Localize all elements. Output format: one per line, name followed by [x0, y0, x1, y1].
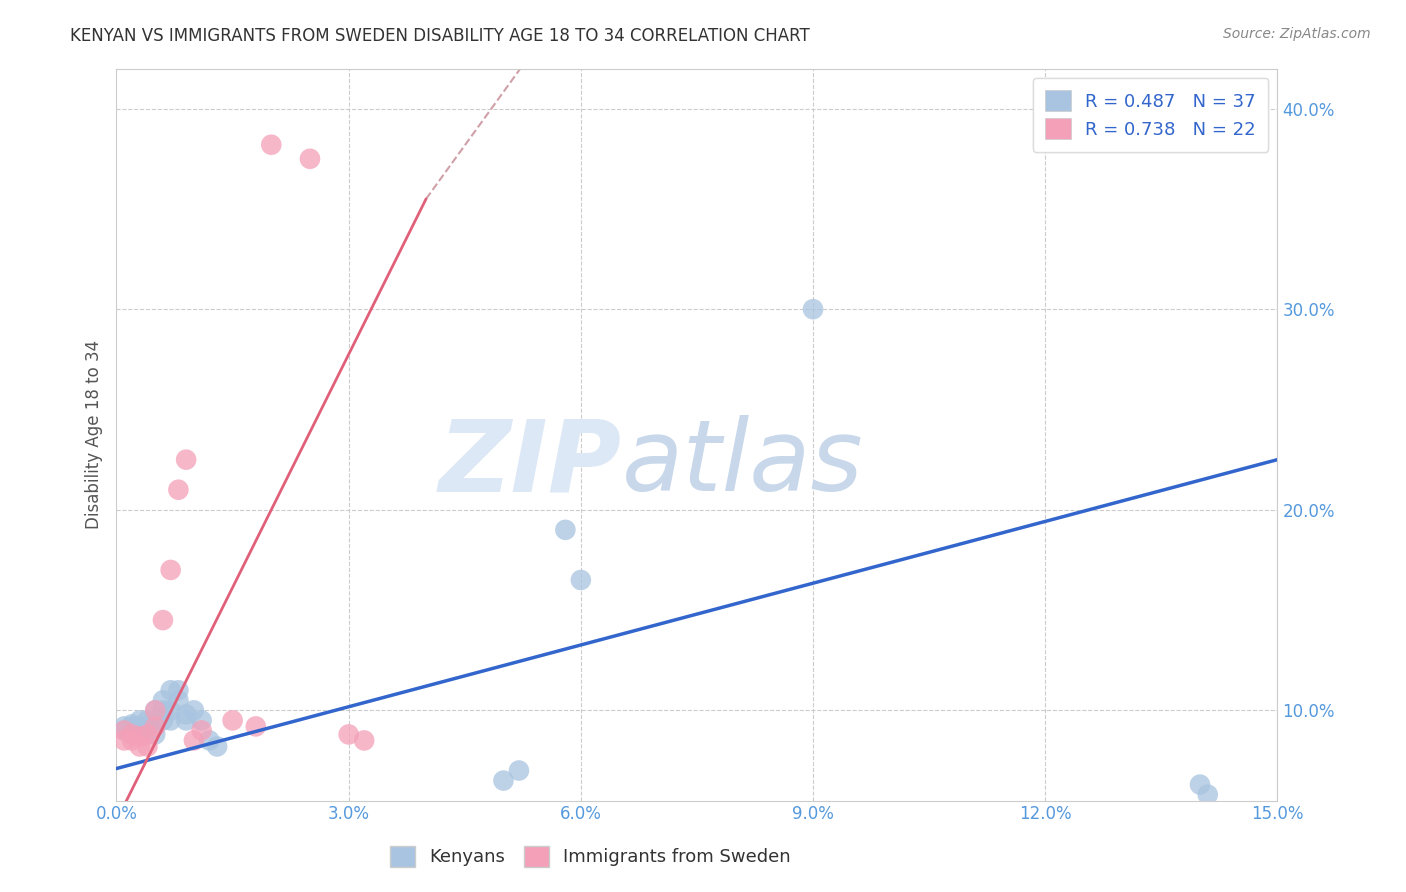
Point — [128, 727, 150, 741]
Legend: Kenyans, Immigrants from Sweden: Kenyans, Immigrants from Sweden — [382, 838, 799, 874]
Point — [159, 703, 181, 717]
Text: atlas: atlas — [621, 416, 863, 512]
Point — [128, 739, 150, 754]
Point — [159, 683, 181, 698]
Point — [508, 764, 530, 778]
Point — [128, 730, 150, 744]
Point — [112, 719, 135, 733]
Point — [136, 723, 159, 738]
Point — [121, 733, 143, 747]
Point — [205, 739, 228, 754]
Point — [152, 714, 174, 728]
Y-axis label: Disability Age 18 to 34: Disability Age 18 to 34 — [86, 340, 103, 529]
Point — [1188, 778, 1211, 792]
Text: KENYAN VS IMMIGRANTS FROM SWEDEN DISABILITY AGE 18 TO 34 CORRELATION CHART: KENYAN VS IMMIGRANTS FROM SWEDEN DISABIL… — [70, 27, 810, 45]
Point — [353, 733, 375, 747]
Point — [298, 152, 321, 166]
Point — [143, 703, 166, 717]
Point — [112, 733, 135, 747]
Point — [245, 719, 267, 733]
Point — [152, 703, 174, 717]
Point — [121, 717, 143, 731]
Point — [128, 714, 150, 728]
Point — [174, 452, 197, 467]
Point — [159, 563, 181, 577]
Point — [190, 723, 212, 738]
Point — [260, 137, 283, 152]
Point — [174, 707, 197, 722]
Point — [112, 723, 135, 738]
Point — [128, 723, 150, 738]
Point — [136, 739, 159, 754]
Text: ZIP: ZIP — [439, 416, 621, 512]
Point — [492, 773, 515, 788]
Point — [167, 483, 190, 497]
Point — [121, 727, 143, 741]
Point — [198, 733, 221, 747]
Point — [1197, 788, 1219, 802]
Point — [136, 719, 159, 733]
Point — [121, 727, 143, 741]
Legend: R = 0.487   N = 37, R = 0.738   N = 22: R = 0.487 N = 37, R = 0.738 N = 22 — [1033, 78, 1268, 152]
Point — [167, 693, 190, 707]
Point — [174, 714, 197, 728]
Point — [152, 693, 174, 707]
Point — [121, 719, 143, 733]
Point — [143, 719, 166, 733]
Point — [159, 714, 181, 728]
Point — [167, 683, 190, 698]
Text: Source: ZipAtlas.com: Source: ZipAtlas.com — [1223, 27, 1371, 41]
Point — [143, 714, 166, 728]
Point — [801, 302, 824, 317]
Point — [190, 714, 212, 728]
Point — [183, 733, 205, 747]
Point — [112, 723, 135, 738]
Point — [152, 613, 174, 627]
Point — [128, 719, 150, 733]
Point — [183, 703, 205, 717]
Point — [143, 703, 166, 717]
Point — [569, 573, 592, 587]
Point — [554, 523, 576, 537]
Point — [143, 719, 166, 733]
Point — [337, 727, 360, 741]
Point — [136, 727, 159, 741]
Point — [221, 714, 243, 728]
Point — [143, 727, 166, 741]
Point — [136, 714, 159, 728]
